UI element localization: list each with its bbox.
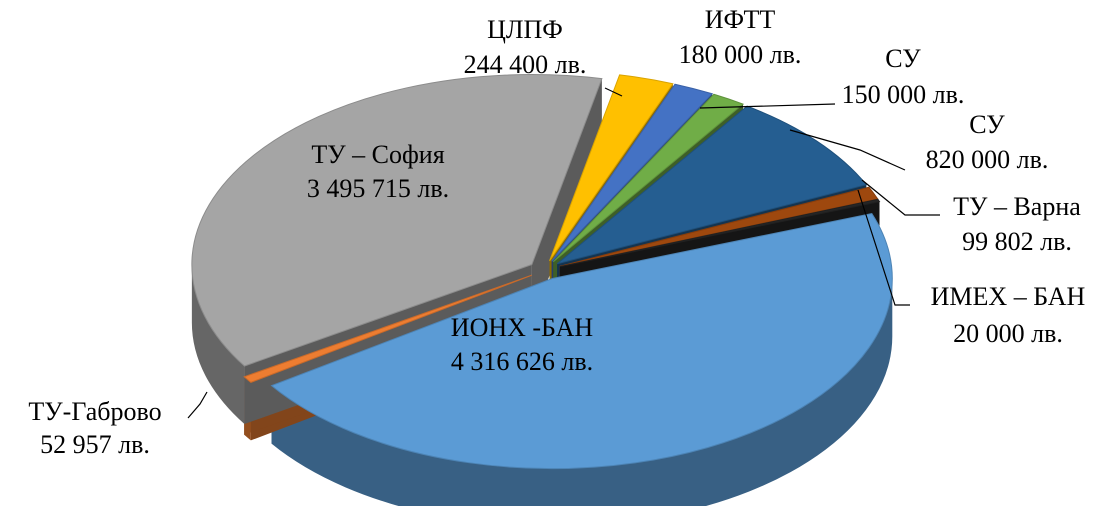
leader-line-tu-gabrovo	[187, 391, 208, 419]
label-imeh-ban-name: ИМЕХ – БАН	[931, 282, 1086, 311]
label-su-small-name: СУ	[885, 44, 921, 73]
label-tu-gabrovo-name: ТУ-Габрово	[28, 397, 161, 426]
slice-tu-gabrovo	[243, 274, 532, 383]
slice-side-ionh	[271, 278, 893, 506]
label-su-large-value: 820 000 лв.	[926, 145, 1049, 174]
slice-wall-tu-sofia-end	[531, 78, 602, 323]
label-ionh-name: ИОНХ -БАН	[451, 313, 594, 342]
leader-line-tu-varna	[861, 179, 940, 216]
label-clpf-name: ЦЛПФ	[487, 15, 563, 44]
leader-lines	[187, 87, 940, 419]
leader-line-su-small	[699, 103, 836, 109]
label-iftt-name: ИФТТ	[705, 5, 776, 34]
label-clpf-value: 244 400 лв.	[464, 50, 587, 79]
slice-clpf	[549, 74, 674, 262]
pie-tops	[191, 74, 893, 469]
leader-line-imeh-ban	[857, 189, 910, 306]
slice-su-small	[552, 93, 745, 263]
label-imeh-ban-value: 20 000 лв.	[953, 319, 1063, 348]
slice-iftt	[551, 83, 714, 262]
label-ionh-value: 4 316 626 лв.	[451, 347, 593, 376]
slice-imeh-ban	[559, 198, 881, 268]
slice-side-tu-sofia	[191, 264, 245, 425]
label-su-large-name: СУ	[969, 110, 1005, 139]
slice-su-large	[556, 105, 868, 265]
label-su-small-value: 150 000 лв.	[842, 80, 965, 109]
leader-line-su-large	[789, 129, 906, 171]
leader-line-clpf	[604, 87, 623, 97]
label-tu-varna-value: 99 802 лв.	[962, 227, 1072, 256]
label-tu-gabrovo-value: 52 957 лв.	[40, 430, 150, 459]
label-tu-sofia-value: 3 495 715 лв.	[307, 174, 449, 203]
slice-tu-sofia	[191, 74, 603, 367]
label-iftt-value: 180 000 лв.	[679, 40, 802, 69]
label-tu-sofia-name: ТУ – София	[311, 140, 444, 169]
label-tu-varna-name: ТУ – Варна	[953, 192, 1081, 221]
